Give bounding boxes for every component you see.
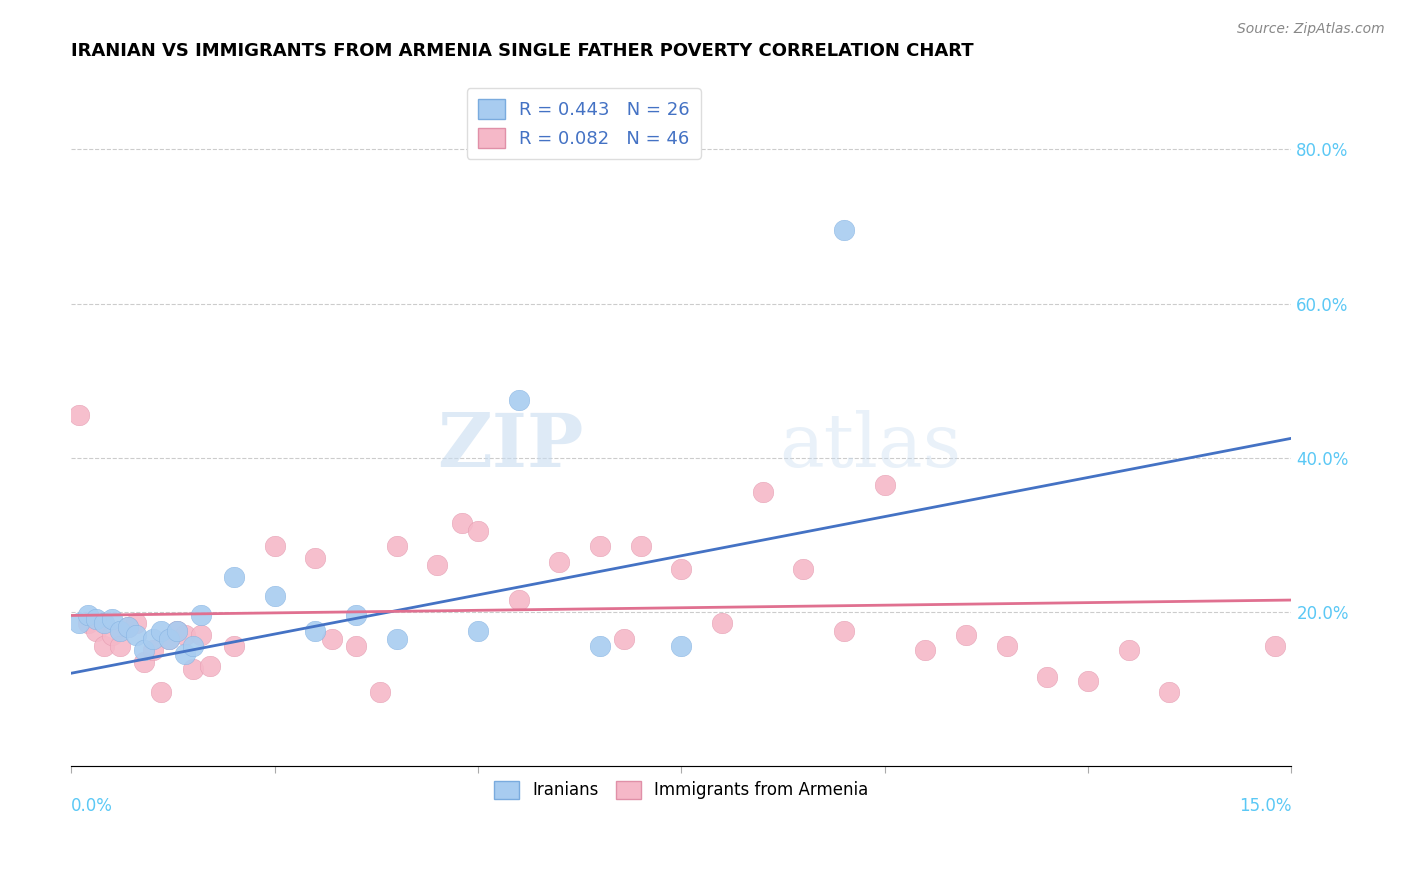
Point xyxy=(222,570,245,584)
Point xyxy=(181,662,204,676)
Point xyxy=(174,628,197,642)
Text: Source: ZipAtlas.com: Source: ZipAtlas.com xyxy=(1237,22,1385,37)
Point xyxy=(370,685,392,699)
Point xyxy=(873,477,896,491)
Point xyxy=(117,620,139,634)
Point xyxy=(321,632,343,646)
Point xyxy=(263,539,285,553)
Point xyxy=(76,608,98,623)
Point xyxy=(67,616,90,631)
Point xyxy=(142,643,165,657)
Point xyxy=(792,562,814,576)
Point xyxy=(613,632,636,646)
Point xyxy=(304,624,326,638)
Text: ZIP: ZIP xyxy=(437,410,583,483)
Point xyxy=(385,539,408,553)
Point xyxy=(548,555,571,569)
Point xyxy=(222,640,245,654)
Point xyxy=(76,616,98,631)
Point xyxy=(589,640,612,654)
Point xyxy=(198,658,221,673)
Point xyxy=(467,624,489,638)
Point xyxy=(832,624,855,638)
Point xyxy=(190,608,212,623)
Point xyxy=(125,616,148,631)
Point xyxy=(1264,640,1286,654)
Point xyxy=(67,408,90,422)
Point xyxy=(671,640,693,654)
Point xyxy=(108,624,131,638)
Point xyxy=(134,655,156,669)
Point xyxy=(84,612,107,626)
Point xyxy=(142,632,165,646)
Point xyxy=(117,620,139,634)
Point xyxy=(955,628,977,642)
Text: IRANIAN VS IMMIGRANTS FROM ARMENIA SINGLE FATHER POVERTY CORRELATION CHART: IRANIAN VS IMMIGRANTS FROM ARMENIA SINGL… xyxy=(72,42,974,60)
Legend: Iranians, Immigrants from Armenia: Iranians, Immigrants from Armenia xyxy=(488,774,875,805)
Point xyxy=(426,558,449,573)
Point xyxy=(108,640,131,654)
Point xyxy=(174,647,197,661)
Point xyxy=(671,562,693,576)
Point xyxy=(1118,643,1140,657)
Point xyxy=(344,608,367,623)
Point xyxy=(589,539,612,553)
Point xyxy=(467,524,489,538)
Point xyxy=(751,485,773,500)
Point xyxy=(304,550,326,565)
Point xyxy=(914,643,936,657)
Point xyxy=(157,632,180,646)
Point xyxy=(125,628,148,642)
Point xyxy=(93,616,115,631)
Point xyxy=(263,589,285,603)
Point xyxy=(832,223,855,237)
Point xyxy=(157,632,180,646)
Point xyxy=(995,640,1018,654)
Point xyxy=(1036,670,1059,684)
Text: atlas: atlas xyxy=(779,410,962,483)
Point xyxy=(166,624,188,638)
Point xyxy=(1159,685,1181,699)
Point xyxy=(1077,673,1099,688)
Point xyxy=(134,643,156,657)
Point xyxy=(101,628,124,642)
Text: 15.0%: 15.0% xyxy=(1239,797,1292,815)
Point xyxy=(508,593,530,607)
Point xyxy=(84,624,107,638)
Point xyxy=(149,685,172,699)
Point xyxy=(93,640,115,654)
Point xyxy=(166,624,188,638)
Text: 0.0%: 0.0% xyxy=(72,797,112,815)
Point xyxy=(630,539,652,553)
Point xyxy=(508,392,530,407)
Point xyxy=(385,632,408,646)
Point xyxy=(450,516,472,530)
Point xyxy=(181,640,204,654)
Point xyxy=(149,624,172,638)
Point xyxy=(101,612,124,626)
Point xyxy=(190,628,212,642)
Point xyxy=(344,640,367,654)
Point xyxy=(711,616,734,631)
